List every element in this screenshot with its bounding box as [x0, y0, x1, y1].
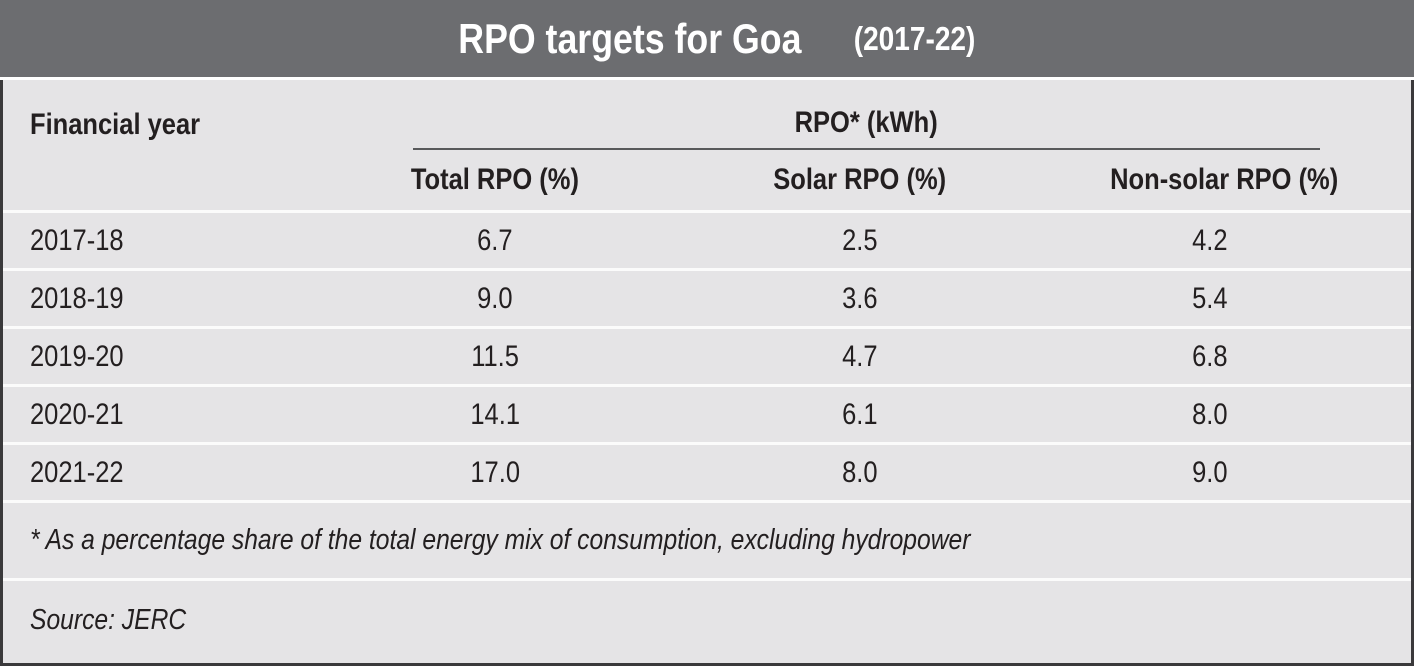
- cell-total-rpo: 14.1: [470, 397, 520, 431]
- table-row-2018-19: 2018-19 9.0 3.6 5.4: [3, 271, 1411, 326]
- row-separator: [3, 442, 1411, 445]
- table-row-2021-22: 2021-22 17.0 8.0 9.0: [3, 445, 1411, 500]
- cell-non-solar-rpo: 5.4: [1192, 281, 1228, 315]
- cell-total-rpo: 6.7: [477, 223, 513, 257]
- table-panel: Financial year RPO* (kWh) Total RPO (%) …: [0, 80, 1414, 666]
- cell-total-rpo: 11.5: [471, 339, 519, 373]
- table-header-top-row: Financial year RPO* (kWh): [3, 80, 1411, 150]
- table-row-2017-18: 2017-18 6.7 2.5 4.2: [3, 213, 1411, 268]
- table-row-2019-20: 2019-20 11.5 4.7 6.8: [3, 329, 1411, 384]
- cell-total-rpo: 17.0: [470, 455, 520, 489]
- source: Source: JERC: [30, 604, 187, 636]
- cell-non-solar-rpo: 6.8: [1192, 339, 1228, 373]
- row-separator: [3, 210, 1411, 213]
- cell-year: 2018-19: [30, 281, 124, 315]
- cell-year: 2021-22: [30, 455, 124, 489]
- table-row-2020-21: 2020-21 14.1 6.1 8.0: [3, 387, 1411, 442]
- cell-year: 2019-20: [30, 339, 124, 373]
- column-header-financial-year: Financial year: [30, 108, 201, 141]
- column-header-non-solar-rpo: Non-solar RPO (%): [1110, 163, 1339, 196]
- source-row: Source: JERC: [3, 581, 1411, 666]
- figure-title: RPO targets for Goa: [457, 14, 802, 62]
- figure-title-years: (2017-22): [854, 19, 976, 57]
- row-separator: [3, 500, 1411, 503]
- cell-solar-rpo: 8.0: [842, 455, 878, 489]
- cell-non-solar-rpo: 4.2: [1192, 223, 1228, 257]
- table-subheader-row: Total RPO (%) Solar RPO (%) Non-solar RP…: [3, 150, 1411, 210]
- title-bar: RPO targets for Goa (2017-22): [0, 0, 1414, 77]
- row-separator: [3, 326, 1411, 329]
- row-separator: [3, 578, 1411, 581]
- cell-solar-rpo: 4.7: [842, 339, 878, 373]
- cell-solar-rpo: 6.1: [842, 397, 878, 431]
- cell-year: 2020-21: [30, 397, 124, 431]
- cell-year: 2017-18: [30, 223, 124, 257]
- row-separator: [3, 384, 1411, 387]
- row-separator: [3, 268, 1411, 271]
- cell-solar-rpo: 3.6: [842, 281, 878, 315]
- cell-total-rpo: 9.0: [477, 281, 513, 315]
- footnote: * As a percentage share of the total ene…: [30, 524, 971, 556]
- group-header-rpo-kwh: RPO* (kWh): [413, 80, 1320, 150]
- column-header-solar-rpo: Solar RPO (%): [773, 163, 947, 196]
- footnote-row: * As a percentage share of the total ene…: [3, 503, 1411, 578]
- cell-solar-rpo: 2.5: [842, 223, 878, 257]
- cell-non-solar-rpo: 9.0: [1192, 455, 1228, 489]
- cell-non-solar-rpo: 8.0: [1192, 397, 1228, 431]
- column-header-total-rpo: Total RPO (%): [410, 163, 580, 196]
